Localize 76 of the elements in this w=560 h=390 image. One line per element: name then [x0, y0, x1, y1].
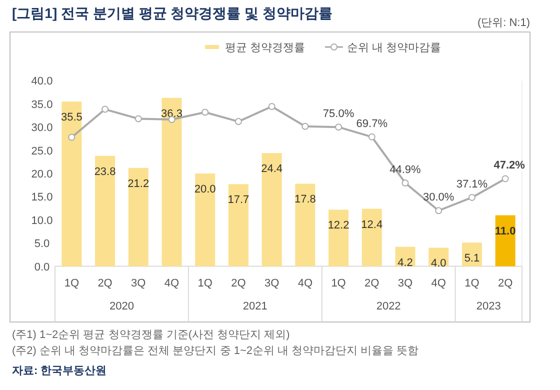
data-label: 4.2 [398, 256, 413, 269]
bar [162, 98, 182, 266]
x-tick-label: 1Q [464, 277, 480, 290]
y-tick-label: 25.0 [31, 145, 53, 158]
bar [195, 174, 216, 266]
y-tick-label: 30.0 [31, 122, 53, 134]
data-label: 12.2 [328, 220, 350, 232]
x-tick-label: 1Q [64, 277, 80, 290]
x-tick-label: 2Q [98, 277, 113, 290]
point [402, 179, 409, 186]
text: 2020 [109, 300, 134, 312]
chart-title: [그림1] 전국 분기별 평균 청약경쟁률 및 청약마감률 [12, 5, 332, 21]
data-label: 37.1% [456, 178, 488, 190]
x-tick-label: 3Q [398, 277, 414, 290]
y-tick-label: 10.0 [31, 214, 53, 227]
x-tick-label: 3Q [264, 277, 280, 290]
point [134, 115, 142, 122]
data-label: 17.8 [294, 194, 316, 206]
bar [228, 184, 248, 266]
bar [495, 215, 516, 266]
legend-label: 평균 청약경쟁률 [225, 42, 306, 54]
text: (주2) 순위 내 청약마감률은 전체 분양단지 중 1~2순위 내 청약마감단지 비율을 뜻함 [12, 345, 419, 357]
data-label: 75.0% [322, 108, 354, 120]
x-tick-label: 4Q [298, 277, 313, 290]
x-tick-label: 2Q [364, 277, 380, 290]
data-label: 20.0 [194, 184, 216, 196]
data-label: 30.0% [423, 192, 454, 204]
data-label: 4.0 [430, 258, 446, 270]
data-label: 5.1 [464, 252, 480, 265]
text: 2021 [242, 300, 268, 312]
bar [295, 184, 316, 266]
x-tick-label: 1Q [198, 277, 213, 290]
bar [328, 210, 349, 266]
data-label: 35.5 [60, 112, 82, 124]
legend-label: 순위 내 청약마감률 [347, 42, 442, 54]
text: 자료: 한국부동산원 [12, 365, 107, 377]
x-tick-label: 1Q [331, 277, 346, 290]
y-tick-label: 0.0 [34, 261, 50, 274]
data-label: 69.7% [356, 118, 388, 130]
point [468, 194, 476, 201]
x-tick-label: 2Q [498, 277, 514, 290]
point [502, 175, 509, 182]
x-tick-label: 2Q [231, 277, 246, 290]
y-tick-label: 40.0 [31, 76, 53, 88]
data-label: 23.8 [94, 166, 116, 178]
text: (주1) 1~2순위 평균 청약경쟁률 기준(사전 청약단지 제외) [12, 329, 290, 341]
point [368, 133, 376, 140]
data-label: 17.7 [228, 194, 250, 206]
bar [95, 156, 116, 266]
point [202, 108, 209, 116]
data-label: 47.2% [494, 160, 526, 172]
y-tick-label: 15.0 [31, 192, 53, 204]
x-tick-label: 3Q [131, 277, 146, 290]
y-tick-label: 20.0 [31, 168, 53, 180]
x-tick-label: 4Q [164, 277, 180, 290]
data-label: 21.2 [128, 178, 150, 190]
bar [62, 102, 82, 266]
text: 2023 [476, 300, 501, 312]
point [335, 124, 342, 131]
data-label: 36.3 [161, 108, 182, 120]
x-tick-label: 4Q [431, 277, 446, 290]
data-label: 44.9% [390, 164, 422, 176]
bar [262, 153, 282, 266]
point [302, 122, 309, 130]
text: (단위: N:1) [477, 17, 530, 29]
point [102, 106, 109, 113]
point [234, 118, 242, 126]
y-tick-label: 5.0 [34, 238, 50, 250]
y-tick-label: 35.0 [31, 98, 53, 111]
point [268, 103, 276, 110]
text: 2022 [376, 300, 401, 312]
bar [128, 168, 148, 266]
point [68, 134, 76, 141]
point [435, 207, 442, 214]
data-label: 11.0 [494, 225, 516, 238]
bar [462, 242, 482, 266]
